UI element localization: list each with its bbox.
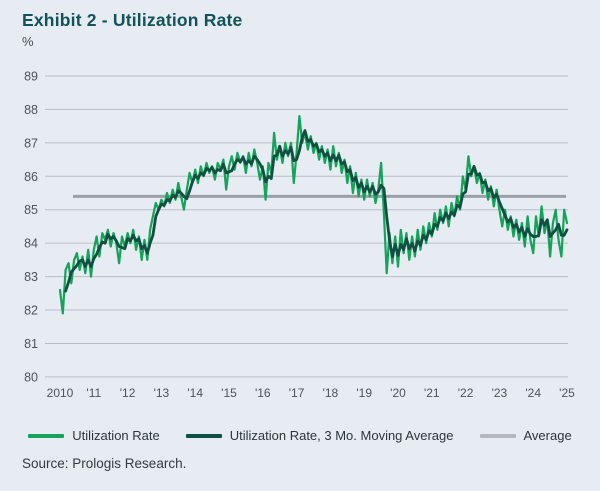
legend-label: Utilization Rate, 3 Mo. Moving Average xyxy=(229,428,454,443)
utilization-rate-line xyxy=(58,114,569,315)
moving-average-line-swatch xyxy=(185,433,222,438)
y-tick-label: 87 xyxy=(24,136,38,150)
y-tick-label: 81 xyxy=(24,337,38,351)
y-tick-label: 88 xyxy=(24,103,38,117)
x-tick-label: '23 xyxy=(492,386,508,400)
x-tick-label: '14 xyxy=(187,386,203,400)
legend: Utilization Rate Utilization Rate, 3 Mo.… xyxy=(0,428,600,443)
x-tick-label: '15 xyxy=(221,386,237,400)
x-tick-label: '25 xyxy=(559,386,575,400)
x-tick-label: '17 xyxy=(289,386,305,400)
x-tick-label: '13 xyxy=(154,386,170,400)
average-line-swatch xyxy=(479,433,516,438)
y-axis-unit-label: % xyxy=(22,34,34,49)
legend-label: Utilization Rate xyxy=(72,428,160,443)
legend-item-moving-average: Utilization Rate, 3 Mo. Moving Average xyxy=(185,428,454,443)
y-tick-label: 89 xyxy=(24,70,38,84)
y-tick-label: 80 xyxy=(24,370,38,384)
x-tick-label: 2010 xyxy=(47,386,74,400)
utilization-rate-chart: 89 88 87 86 85 84 83 82 81 80 2010 '11 '12 '13 '14 '15 '… xyxy=(24,70,575,401)
y-tick-label: 82 xyxy=(24,304,38,318)
x-tick-label: '21 xyxy=(424,386,440,400)
utilization-rate-line-swatch xyxy=(28,433,65,438)
y-tick-label: 83 xyxy=(24,270,38,284)
moving-average-line xyxy=(64,129,569,293)
x-tick-label: '16 xyxy=(255,386,271,400)
legend-label: Average xyxy=(523,428,572,443)
y-tick-label: 85 xyxy=(24,203,38,217)
x-tick-label: '11 xyxy=(86,386,101,400)
legend-item-utilization-rate: Utilization Rate xyxy=(28,428,160,443)
x-tick-label: '12 xyxy=(120,386,136,400)
x-tick-label: '22 xyxy=(458,386,474,400)
legend-item-average: Average xyxy=(479,428,572,443)
source-text: Source: Prologis Research. xyxy=(22,456,187,471)
y-tick-label: 84 xyxy=(24,237,38,251)
x-tick-label: '24 xyxy=(525,386,541,400)
chart-title: Exhibit 2 - Utilization Rate xyxy=(22,10,243,30)
x-tick-label: '18 xyxy=(323,386,339,400)
y-tick-label: 86 xyxy=(24,170,38,184)
x-tick-label: '20 xyxy=(390,386,406,400)
x-tick-label: '19 xyxy=(356,386,372,400)
